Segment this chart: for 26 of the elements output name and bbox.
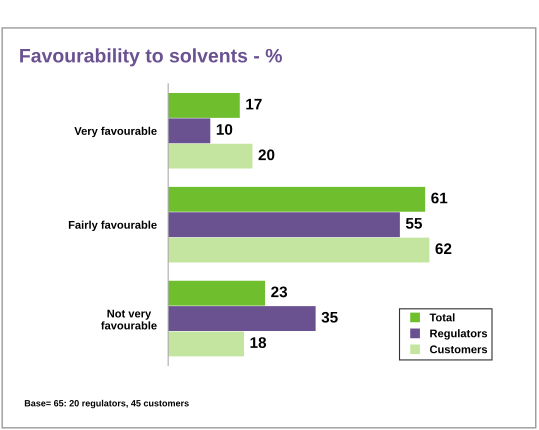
y-tick-label: Fairly favourable bbox=[68, 220, 157, 232]
bar bbox=[168, 93, 240, 118]
data-label: 61 bbox=[431, 192, 448, 204]
text: Base= 65: 20 regulators, 45 customers bbox=[24, 400, 189, 408]
bar bbox=[168, 212, 400, 238]
chart-title: Favourability to solvents - % bbox=[20, 48, 282, 66]
data-label: 35 bbox=[322, 312, 338, 323]
data-label: 10 bbox=[216, 124, 232, 135]
bar bbox=[168, 331, 244, 356]
legend-label: Customers bbox=[430, 345, 488, 354]
data-label: 18 bbox=[250, 337, 266, 348]
bar bbox=[168, 306, 316, 331]
bar bbox=[168, 186, 426, 212]
bar bbox=[168, 144, 252, 169]
data-label: 62 bbox=[435, 243, 452, 254]
bar bbox=[168, 280, 266, 306]
legend-label: Regulators bbox=[430, 329, 488, 340]
data-label: 23 bbox=[271, 286, 288, 298]
data-label: 20 bbox=[258, 149, 274, 160]
bar bbox=[168, 238, 430, 262]
data-label: 55 bbox=[406, 218, 422, 229]
data-label: 17 bbox=[246, 98, 262, 110]
bar bbox=[168, 118, 210, 144]
y-tick-label: Not very favourable bbox=[101, 310, 157, 330]
y-tick-label: Very favourable bbox=[74, 126, 157, 138]
legend-label: Total bbox=[430, 313, 454, 322]
